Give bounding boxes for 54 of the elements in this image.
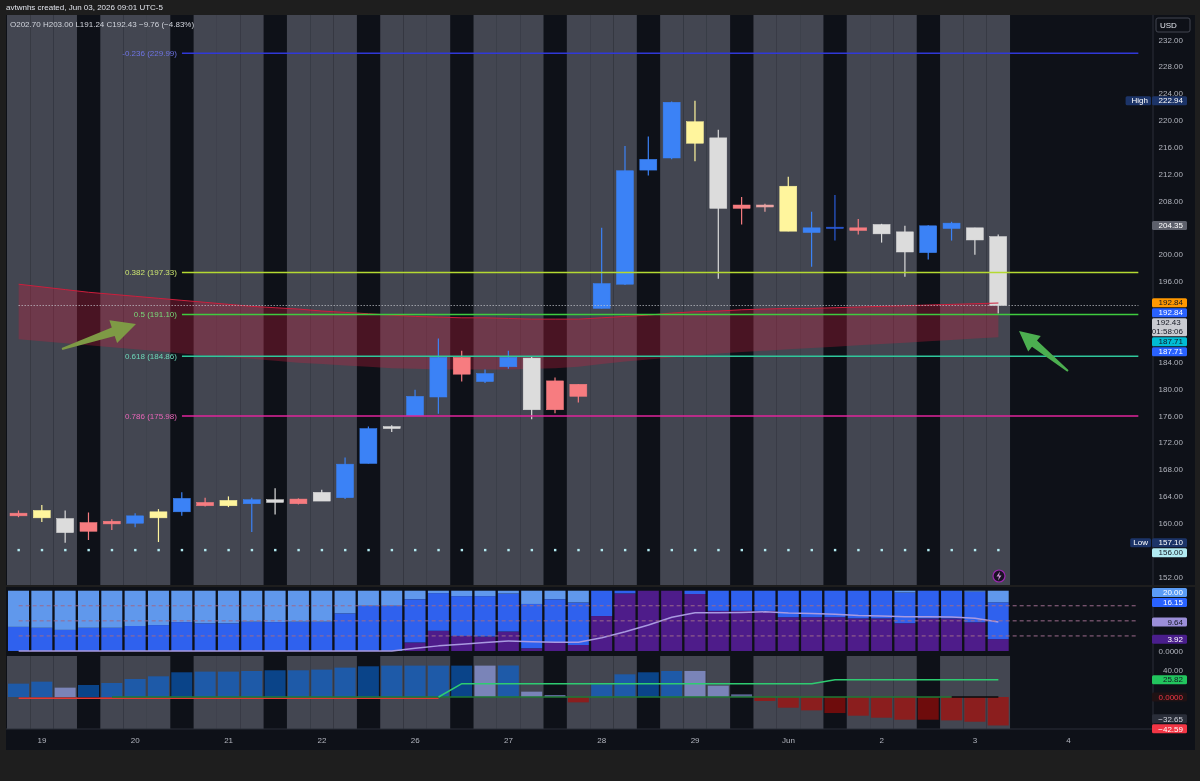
- y-tick-label: 224.00: [1158, 89, 1184, 99]
- y-tick-label: 157.10: [1158, 538, 1184, 548]
- y-tick-label: 20.00: [1162, 588, 1184, 598]
- y-tick-label: 0.0000: [1158, 646, 1184, 656]
- y-tick-label: 0.0000: [1158, 692, 1184, 702]
- y-tick-label: 160.00: [1158, 518, 1184, 528]
- ref-line-label: 0.618 (184.86): [124, 352, 178, 362]
- y-tick-label: 232.00: [1158, 35, 1184, 45]
- y-tick-label: 196.00: [1158, 277, 1184, 287]
- y-tick-label: 164.00: [1158, 492, 1184, 502]
- y-tick-label: 216.00: [1158, 142, 1184, 152]
- y-tick-label: 192.84: [1158, 298, 1184, 308]
- y-tick-label: 156.00: [1158, 548, 1184, 558]
- y-tick-label: 9.64: [1167, 617, 1184, 627]
- y-tick-label: 184.00: [1158, 357, 1184, 367]
- y-tick-label: 168.00: [1158, 465, 1184, 475]
- y-tick-label: 220.00: [1158, 116, 1184, 126]
- x-tick-label: 20: [130, 735, 141, 745]
- y-tick-label: 187.71: [1158, 337, 1184, 347]
- text: O202.70 H203.00 L191.24 C192.43 −9.76 (−4.83%): [10, 20, 195, 29]
- x-tick-label: 4: [1066, 735, 1072, 745]
- y-tick-label: 200.00: [1158, 250, 1184, 260]
- y-axis-title: USD: [1160, 21, 1178, 30]
- y-tick-label: 180.00: [1158, 384, 1184, 394]
- y-tick-label: 228.00: [1158, 62, 1184, 72]
- ref-line-label: 0.786 (175.98): [124, 411, 178, 421]
- x-tick-label: 26: [410, 735, 421, 745]
- ref-line-label: 0.382 (197.33): [124, 268, 178, 278]
- y-tick-label: 172.00: [1158, 438, 1184, 448]
- y-tick-label: 208.00: [1158, 196, 1184, 206]
- y-tick-label: 25.82: [1162, 675, 1184, 685]
- x-tick-label: 27: [504, 735, 514, 745]
- annotation: High: [1131, 96, 1148, 106]
- y-tick-label: −42.59: [1158, 724, 1184, 734]
- chart-title: avtwnhs created, Jun 03, 2026 09:01 UTC-5: [6, 2, 163, 14]
- x-tick-label: 22: [317, 735, 327, 745]
- y-tick-label: 3.92: [1167, 634, 1184, 644]
- y-tick-label: 16.15: [1162, 598, 1184, 608]
- x-tick-label: 2: [879, 735, 885, 745]
- y-tick-label: 152.00: [1158, 572, 1184, 582]
- x-tick-label: 29: [690, 735, 701, 745]
- x-tick-label: 21: [224, 735, 234, 745]
- y-tick-label: 176.00: [1158, 411, 1184, 421]
- y-tick-label: −32.65: [1158, 714, 1184, 724]
- y-tick-label: 212.00: [1158, 169, 1184, 179]
- ref-line-label: -0.236 (229.99): [122, 49, 178, 59]
- y-tick-label: 40.00: [1162, 666, 1184, 676]
- y-tick-label: 204.35: [1158, 221, 1184, 231]
- x-tick-label: Jun: [781, 735, 795, 745]
- x-tick-label: 28: [597, 735, 607, 745]
- x-tick-label: 3: [972, 735, 978, 745]
- y-tick-label: 222.94: [1158, 96, 1184, 106]
- x-tick-label: 19: [37, 735, 47, 745]
- ref-line-label: 0.5 (191.10): [133, 310, 178, 320]
